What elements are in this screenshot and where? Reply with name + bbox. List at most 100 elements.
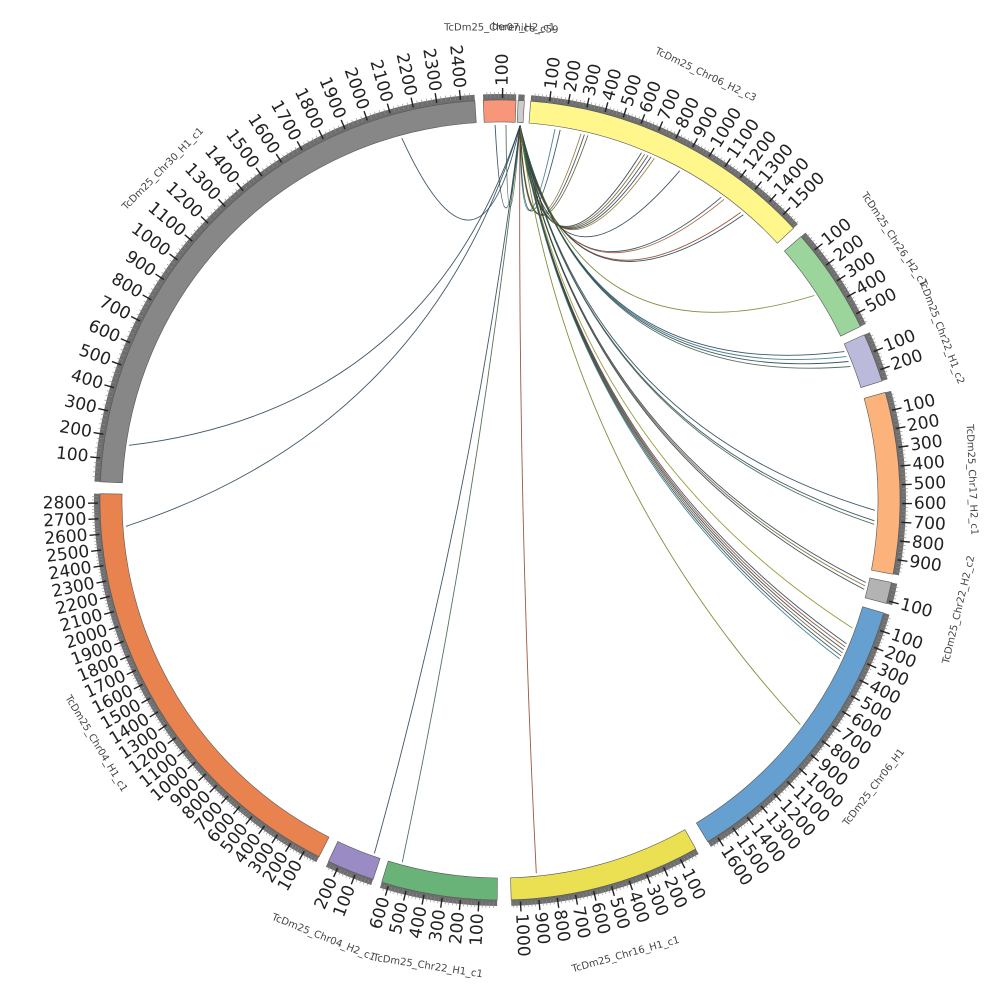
major-tick [93,431,104,435]
minor-tick [452,899,454,906]
major-tick [89,533,100,537]
minor-tick [899,544,906,546]
minor-tick [463,900,465,907]
minor-tick [870,341,877,345]
major-tick [548,91,552,102]
minor-tick [899,457,906,459]
major-tick [284,842,292,853]
major-tick [275,153,283,163]
minor-tick [582,893,585,900]
minor-tick [337,125,341,132]
minor-tick [635,878,639,884]
minor-tick [789,778,795,784]
chromosome-label: TcDm25_Chr22_H1_c2 [916,277,966,386]
minor-tick [415,893,418,900]
minor-tick [601,105,604,112]
link-0 [401,125,521,221]
minor-tick [893,415,900,418]
minor-tick [120,349,127,352]
minor-tick [695,143,700,150]
minor-tick [730,165,735,172]
major-tick [850,695,861,702]
minor-tick [862,673,869,677]
minor-tick [560,96,563,103]
minor-tick [464,93,466,100]
minor-tick [604,888,607,895]
minor-tick [329,129,333,135]
minor-tick [230,802,236,808]
link-2 [125,125,521,527]
minor-tick [895,570,902,573]
minor-tick [668,129,672,136]
minor-tick [876,356,883,359]
minor-tick [366,879,370,886]
major-tick [873,347,884,353]
major-tick [318,129,324,140]
minor-tick [741,821,746,827]
minor-tick [258,823,263,830]
major-tick [859,679,869,686]
minor-tick [878,633,885,637]
tick-label: 100 [55,443,89,466]
minor-tick [99,577,106,580]
minor-tick [307,140,311,146]
minor-tick [834,722,840,727]
minor-tick [284,841,289,847]
minor-tick [894,419,901,422]
minor-tick [749,814,754,820]
minor-tick [899,453,906,455]
minor-tick [874,352,881,356]
major-tick [708,147,715,157]
minor-tick [411,892,414,899]
minor-tick [666,865,670,872]
minor-tick [418,893,421,900]
minor-tick [621,882,625,889]
minor-tick [727,163,732,170]
segment-band [864,577,892,604]
minor-tick [830,728,836,733]
minor-tick [281,839,286,846]
minor-tick [834,274,841,278]
minor-tick [892,412,899,415]
minor-tick [545,899,548,906]
minor-tick [673,862,677,869]
major-tick [622,107,628,118]
minor-tick [589,891,592,898]
minor-tick [869,338,875,342]
segment-chr17: 100200300400500600700800900TcDm25_Chr17_… [863,390,979,576]
minor-tick [95,552,102,555]
minor-tick [303,852,308,859]
minor-tick [865,666,872,670]
minor-tick [378,110,382,117]
tick-label: 500 [76,341,113,371]
minor-tick [108,614,115,617]
minor-tick [564,896,566,903]
minor-tick [809,239,815,245]
segment-backing [94,94,475,482]
minor-tick [549,898,552,905]
segment-band [482,99,517,123]
minor-tick [111,623,118,626]
major-tick [900,464,911,467]
minor-tick [816,248,822,254]
minor-tick [445,95,447,102]
minor-tick [639,876,643,883]
minor-tick [801,765,807,770]
minor-tick [859,317,866,321]
minor-tick [632,879,635,886]
minor-tick [840,713,846,718]
minor-tick [346,121,350,128]
minor-tick [99,423,106,426]
minor-tick [389,887,393,894]
minor-tick [882,623,889,626]
minor-tick [122,652,129,656]
minor-tick [619,110,622,117]
major-tick [645,874,651,884]
minor-tick [819,251,825,257]
minor-tick [125,658,131,662]
minor-tick [857,682,864,687]
major-tick [232,806,241,815]
chromosome-label: berenice_c59 [492,21,559,36]
minor-tick [872,650,879,654]
